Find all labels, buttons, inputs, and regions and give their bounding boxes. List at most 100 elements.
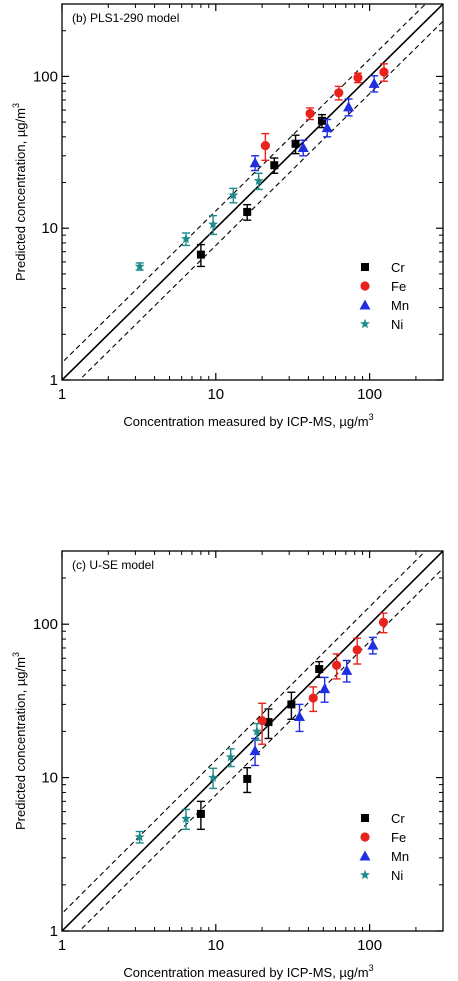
data-point-fe (353, 73, 363, 83)
y-tick-label: 10 (41, 220, 58, 237)
series-ni (134, 722, 262, 844)
data-point-ni (208, 219, 219, 229)
legend-marker-mn (359, 850, 371, 861)
legend-label-ni: Ni (391, 317, 403, 332)
y-tick-label: 1 (50, 923, 58, 940)
y-axis-label: Predicted concentration, µg/m3 (11, 652, 28, 830)
data-point-fe (379, 67, 389, 77)
legend-label-ni: Ni (391, 868, 403, 883)
chart-panel-b: 1 10 100 1 10 100 (b) PLS1-290 model Cr Fe Mn Ni Co… (11, 3, 444, 429)
plot-frame (61, 550, 444, 932)
data-point-mn (343, 101, 355, 112)
deviation-line (62, 4, 427, 364)
data-point-mn (341, 664, 353, 675)
x-tick-label: 10 (207, 386, 224, 403)
legend: Cr Fe Mn Ni (359, 260, 409, 332)
legend-label-fe: Fe (391, 279, 406, 294)
plot-frame (61, 3, 444, 381)
data-point-cr (315, 665, 324, 674)
series-fe (257, 612, 389, 745)
reference-lines (62, 551, 443, 931)
series-mn (249, 75, 380, 172)
x-axis-label-sup: 3 (369, 963, 374, 973)
y-axis-label-sup: 3 (11, 103, 21, 108)
data-point-fe (334, 88, 344, 98)
data-point-cr (291, 139, 300, 148)
data-point-fe (260, 141, 270, 151)
panel-label: (c) U-SE model (72, 558, 154, 572)
data-point-mn (321, 122, 333, 133)
x-axis-label: Concentration measured by ICP-MS, µg/m3 (123, 412, 373, 429)
legend-marker-fe (360, 281, 370, 291)
reference-lines (62, 4, 443, 380)
data-point-ni (253, 175, 264, 186)
series-cr (196, 660, 324, 831)
data-point-ni (134, 831, 145, 842)
data-point-fe (305, 108, 315, 119)
data-point-mn (293, 711, 305, 722)
data-point-mn (368, 77, 380, 88)
legend-label-mn: Mn (391, 849, 409, 864)
data-point-mn (367, 639, 379, 650)
data-point-cr (264, 718, 273, 727)
series-cr (196, 113, 326, 268)
data-point-cr (317, 116, 326, 125)
data-point-mn (249, 157, 261, 168)
data-point-fe (331, 660, 342, 670)
deviation-line (78, 567, 443, 931)
data-point-ni (134, 261, 145, 271)
x-axis-label-sup: 3 (369, 412, 374, 422)
x-tick-label: 1 (58, 937, 66, 954)
y-tick-label: 100 (33, 616, 58, 633)
y-axis-label-text: Predicted concentration, µg/m (13, 657, 28, 830)
legend-marker-ni (360, 869, 370, 880)
one-to-one-line (62, 551, 443, 931)
data-point-cr (196, 250, 205, 259)
x-tick-label: 1 (58, 386, 66, 403)
legend-marker-ni (360, 318, 370, 329)
axis-ticks (61, 3, 444, 381)
panel-label: (b) PLS1-290 model (72, 11, 179, 25)
data-point-fe (378, 617, 389, 627)
data-point-fe (308, 693, 318, 703)
legend-marker-cr (361, 814, 369, 822)
x-axis-label-text: Concentration measured by ICP-MS, µg/m (123, 965, 368, 980)
y-tick-label: 10 (41, 770, 58, 787)
legend-label-mn: Mn (391, 298, 409, 313)
data-point-cr (243, 207, 252, 216)
x-tick-label: 100 (357, 386, 382, 403)
y-axis-label-text: Predicted concentration, µg/m (13, 108, 28, 281)
y-tick-label: 100 (33, 68, 58, 85)
data-point-fe (352, 645, 362, 655)
data-point-ni (208, 772, 219, 782)
legend-label-cr: Cr (391, 260, 405, 275)
series-ni (134, 172, 264, 271)
series-mn (249, 636, 379, 767)
data-point-cr (287, 700, 296, 709)
x-axis-label-text: Concentration measured by ICP-MS, µg/m (123, 414, 368, 429)
y-tick-label: 1 (50, 372, 58, 389)
data-point-ni (181, 233, 191, 244)
data-point-cr (243, 774, 252, 783)
data-point-ni (251, 726, 262, 736)
one-to-one-line (62, 4, 443, 380)
y-axis-label-sup: 3 (11, 652, 21, 657)
data-point-cr (196, 809, 205, 818)
x-axis-label: Concentration measured by ICP-MS, µg/m3 (123, 963, 373, 980)
legend-label-fe: Fe (391, 830, 406, 845)
deviation-line (62, 551, 427, 915)
data-point-mn (249, 745, 261, 756)
data-point-ni (228, 190, 239, 200)
data-point-mn (297, 142, 309, 153)
x-tick-label: 10 (207, 937, 224, 954)
deviation-line (78, 20, 443, 380)
series-fe (260, 63, 389, 162)
legend: Cr Fe Mn Ni (359, 811, 409, 883)
y-axis-label: Predicted concentration, µg/m3 (11, 103, 28, 281)
data-point-ni (181, 813, 191, 823)
legend-marker-cr (361, 263, 369, 271)
data-point-mn (319, 683, 331, 694)
x-tick-label: 100 (357, 937, 382, 954)
chart-panel-c: 1 10 100 1 10 100 (c) U-SE model Cr Fe Mn Ni Concen… (11, 550, 444, 980)
